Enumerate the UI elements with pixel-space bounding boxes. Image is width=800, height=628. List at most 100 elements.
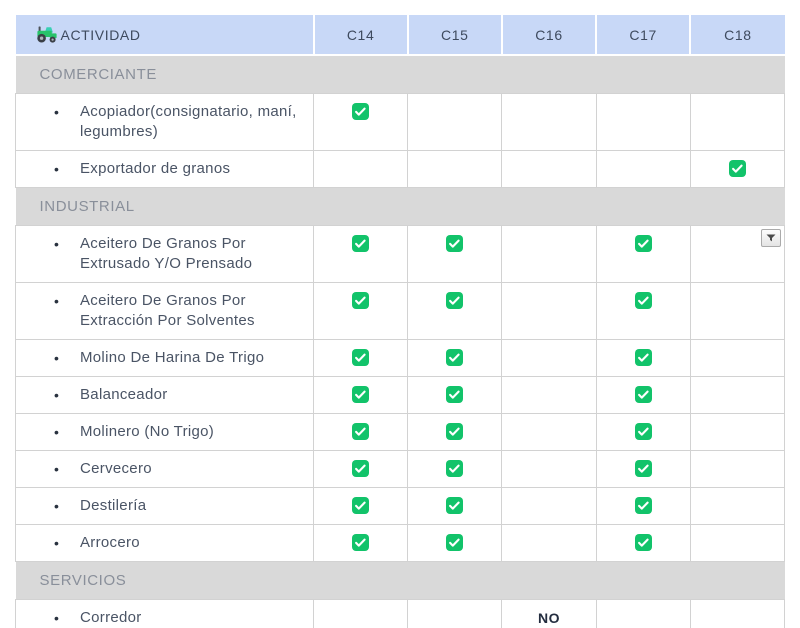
activity-cell: • Molinero (No Trigo)	[15, 412, 314, 451]
cell-c17	[595, 412, 691, 451]
table-row: • Acopiador(consignatario, maní, legumbre…	[15, 92, 786, 151]
cell-c18	[689, 449, 786, 488]
cell-c17	[595, 375, 691, 414]
cell-c14	[312, 149, 409, 188]
table-row: • Destilería	[15, 486, 786, 525]
bullet-icon: •	[54, 386, 59, 403]
section-row-industrial: INDUSTRIAL	[15, 187, 785, 225]
checked-checkbox-icon	[634, 496, 652, 514]
cell-c18	[689, 224, 786, 283]
activity-label: Molinero (No Trigo)	[80, 422, 215, 440]
cell-c17	[595, 281, 691, 340]
activity-label: Arrocero	[80, 533, 140, 551]
section-title: SERVICIOS	[15, 561, 785, 599]
cell-c17	[595, 486, 691, 525]
cell-c16	[501, 92, 597, 151]
cell-c15	[407, 281, 503, 340]
filter-funnel-icon	[766, 234, 776, 241]
bullet-icon: •	[54, 349, 59, 366]
checked-checkbox-icon	[352, 422, 370, 440]
activity-table: ACTIVIDAD C14 C15 C16 C17 C18 COMERCIANTE • Ac…	[15, 15, 786, 628]
checked-checkbox-icon	[446, 291, 464, 309]
cell-c16	[501, 224, 597, 283]
cell-c18	[689, 281, 786, 340]
checked-checkbox-icon	[634, 422, 652, 440]
column-header-c16: C16	[501, 15, 598, 56]
cell-c18	[689, 523, 786, 562]
checked-checkbox-icon	[352, 533, 370, 551]
bullet-icon: •	[54, 534, 59, 551]
activity-cell: • Exportador de granos	[15, 149, 314, 188]
table-row: • Aceitero De Granos Por Extracción Por S…	[15, 281, 786, 340]
checked-checkbox-icon	[446, 385, 464, 403]
activity-label: Destilería	[80, 496, 147, 514]
cell-c18	[689, 412, 786, 451]
table-body: COMERCIANTE • Acopiador(consignatario, man…	[15, 55, 786, 628]
cell-c15	[407, 375, 503, 414]
activity-label: Cervecero	[80, 459, 152, 477]
cell-c14	[312, 92, 409, 151]
cell-c14	[312, 486, 409, 525]
header-row: ACTIVIDAD C14 C15 C16 C17 C18	[15, 15, 785, 56]
activity-label: Balanceador	[80, 385, 168, 403]
cell-c17	[595, 338, 691, 377]
checked-checkbox-icon	[446, 234, 464, 252]
cell-c15	[407, 598, 503, 628]
bullet-icon: •	[54, 423, 59, 440]
cell-c17	[595, 598, 691, 628]
activity-label: Molino De Harina De Trigo	[80, 348, 265, 366]
checked-checkbox-icon	[352, 102, 370, 120]
table-row: • Molinero (No Trigo)	[15, 412, 786, 451]
activity-cell: • Molino De Harina De Trigo	[15, 338, 314, 377]
activity-cell: • Corredor	[15, 598, 314, 628]
cell-c17	[595, 449, 691, 488]
checked-checkbox-icon	[352, 459, 370, 477]
cell-c14	[312, 523, 409, 562]
cell-c14	[312, 598, 409, 628]
column-header-c17: C17	[596, 15, 692, 56]
checked-checkbox-icon	[446, 533, 464, 551]
section-row-servicios: SERVICIOS	[15, 561, 785, 599]
cell-c16	[501, 523, 597, 562]
table-row: • Corredor NO	[15, 598, 786, 628]
table-row: • Molino De Harina De Trigo	[15, 338, 786, 377]
cell-c14	[312, 281, 409, 340]
activity-column-header: ACTIVIDAD	[15, 15, 315, 56]
checked-checkbox-icon	[352, 234, 370, 252]
section-row-comerciante: COMERCIANTE	[15, 55, 785, 93]
activity-cell: • Arrocero	[15, 523, 314, 562]
table-row: • Arrocero	[15, 523, 786, 562]
column-header-c18: C18	[690, 15, 785, 56]
section-title: COMERCIANTE	[15, 55, 785, 93]
activity-label: Acopiador(consignatario, maní, legumbres…	[80, 102, 297, 140]
cell-c18	[689, 92, 786, 151]
bullet-icon: •	[54, 460, 59, 477]
bullet-icon: •	[54, 235, 59, 252]
activity-cell: • Acopiador(consignatario, maní, legumbre…	[15, 92, 314, 151]
cell-c14	[312, 375, 409, 414]
cell-c17	[595, 92, 691, 151]
checked-checkbox-icon	[446, 422, 464, 440]
bullet-icon: •	[54, 160, 59, 177]
activity-label: Corredor	[80, 608, 142, 626]
cell-c16: NO	[501, 598, 597, 628]
cell-c16	[501, 375, 597, 414]
cell-c16	[501, 338, 597, 377]
activity-cell: • Balanceador	[15, 375, 314, 414]
table-row: • Exportador de granos	[15, 149, 786, 188]
cell-c16	[501, 449, 597, 488]
cell-text: NO	[537, 609, 560, 626]
cell-c18	[689, 149, 786, 188]
activity-label: Aceitero De Granos Por Extracción Por So…	[80, 291, 255, 329]
checked-checkbox-icon	[446, 348, 464, 366]
activity-header-label: ACTIVIDAD	[60, 26, 141, 43]
bullet-icon: •	[54, 292, 59, 309]
cell-c14	[312, 449, 409, 488]
table-row: • Aceitero De Granos Por Extrusado Y/O Pr…	[15, 224, 786, 283]
checked-checkbox-icon	[352, 291, 370, 309]
filter-dropdown-button[interactable]	[761, 228, 781, 247]
checked-checkbox-icon	[446, 459, 464, 477]
checked-checkbox-icon	[634, 234, 652, 252]
cell-c15	[407, 92, 503, 151]
